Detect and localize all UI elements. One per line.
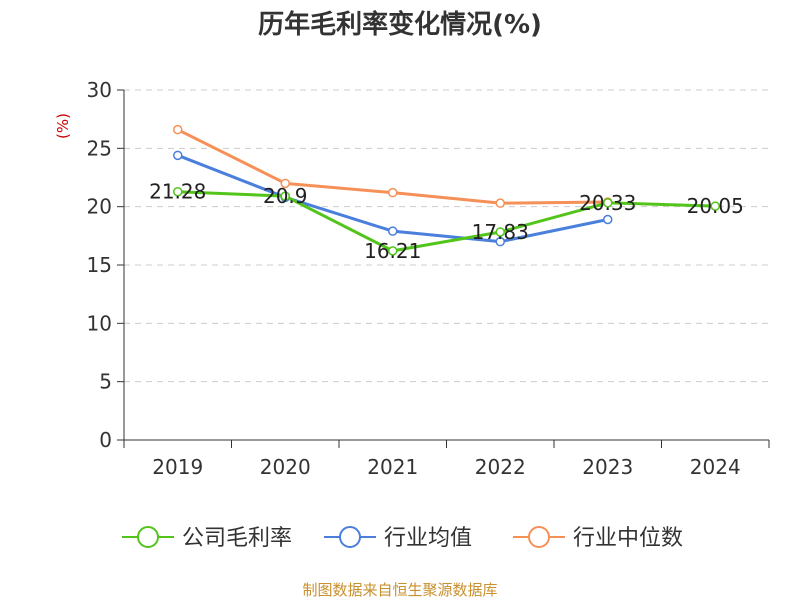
data-point — [603, 214, 613, 225]
y-tick-label: 0 — [99, 428, 112, 452]
data-label: 16.21 — [364, 239, 421, 263]
x-tick-label: 2024 — [690, 455, 741, 479]
y-tick-label: 5 — [99, 370, 112, 394]
data-point — [710, 201, 720, 211]
y-tick-label: 15 — [87, 253, 112, 277]
x-tick-label: 2021 — [367, 455, 418, 479]
data-point — [495, 227, 505, 237]
data-point — [603, 198, 613, 208]
data-point — [280, 178, 290, 189]
series-1 — [173, 150, 613, 247]
y-tick-label: 25 — [87, 136, 112, 160]
data-point — [173, 124, 183, 135]
legend-item: 行业中位数 — [513, 526, 683, 551]
source-note: 制图数据来自恒生聚源数据库 — [302, 581, 497, 599]
legend-marker — [528, 526, 550, 548]
data-point — [388, 246, 398, 256]
y-tick-label: 20 — [87, 195, 112, 219]
series-line — [177, 190, 716, 253]
data-label: 21.28 — [149, 180, 206, 204]
data-label: 20.05 — [687, 194, 744, 218]
x-tick-label: 2023 — [582, 455, 633, 479]
series-2 — [173, 124, 613, 208]
data-point — [280, 191, 290, 201]
legend: 公司毛利率 行业均值 行业中位数 — [122, 526, 683, 551]
legend-marker — [137, 526, 159, 548]
data-labels: 21.28 20.9 16.21 17.83 20.33 20.05 — [149, 180, 744, 263]
data-point — [388, 226, 398, 236]
legend-label: 行业中位数 — [573, 526, 683, 551]
data-point — [495, 198, 505, 208]
data-point — [388, 187, 398, 198]
y-tick-label: 10 — [87, 311, 112, 335]
gridlines — [124, 89, 769, 383]
x-tick-label: 2022 — [475, 455, 526, 479]
legend-label: 行业均值 — [384, 526, 472, 551]
chart-title: 历年毛利率变化情况(%) — [258, 9, 542, 40]
legend-marker — [339, 526, 361, 548]
axes: 0 5 10 15 20 25 30 2019 2020 2021 2022 2023 2024 — [87, 78, 770, 479]
data-label: 20.9 — [263, 184, 308, 208]
legend-item: 公司毛利率 — [122, 526, 292, 551]
legend-item: 行业均值 — [324, 526, 472, 551]
data-point — [495, 236, 505, 247]
series-0 — [173, 186, 720, 256]
data-point — [173, 186, 183, 197]
x-tick-label: 2020 — [260, 455, 311, 479]
data-label: 17.83 — [472, 220, 529, 244]
y-axis-label: (%) — [54, 113, 72, 139]
series-lines — [173, 124, 720, 256]
data-label: 20.33 — [579, 191, 636, 215]
y-tick-label: 30 — [87, 78, 112, 102]
x-tick-label: 2019 — [152, 455, 203, 479]
legend-label: 公司毛利率 — [182, 526, 292, 551]
data-point — [173, 150, 183, 161]
